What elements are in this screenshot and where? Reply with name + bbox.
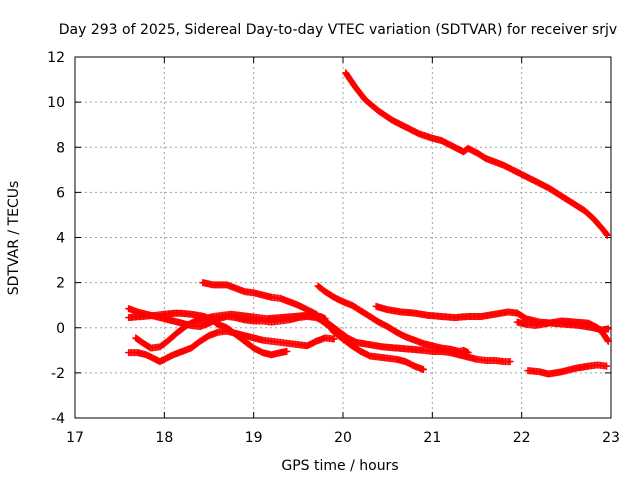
data-point (603, 230, 611, 238)
x-tick-label: 18 (155, 430, 173, 446)
data-point (506, 358, 514, 366)
x-tick-label: 20 (334, 430, 352, 446)
y-tick-label: -4 (51, 411, 65, 427)
x-tick-label: 21 (423, 430, 441, 446)
data-point (419, 365, 427, 373)
data-point (283, 347, 291, 355)
series-arc-g (125, 309, 291, 359)
series-arc-h (125, 327, 338, 366)
y-tick-label: 2 (56, 276, 65, 292)
series-arc-high (342, 69, 611, 239)
y-tick-label: -2 (51, 366, 65, 382)
data-point (464, 349, 472, 357)
y-tick-label: 12 (47, 50, 65, 66)
data-layer (125, 69, 612, 378)
chart-title: Day 293 of 2025, Sidereal Day-to-day VTE… (59, 22, 617, 38)
y-tick-label: 10 (47, 95, 65, 111)
data-point (604, 325, 612, 333)
y-tick-label: 6 (56, 185, 65, 201)
y-axis-label: SDTVAR / TECUs (6, 181, 22, 296)
series-arc-d (513, 317, 612, 345)
data-point (603, 231, 611, 239)
x-tick-label: 17 (66, 430, 84, 446)
grid (75, 57, 611, 418)
y-tick-label: 8 (56, 140, 65, 156)
series-arc-b (314, 282, 472, 357)
axis-ticks: 17 18 19 20 21 22 23 -4 -2 0 2 4 6 8 10 12 (47, 50, 620, 446)
data-point (330, 335, 338, 343)
x-tick-label: 23 (602, 430, 620, 446)
y-tick-label: 4 (56, 231, 65, 247)
series-arc-c (372, 302, 612, 334)
data-point (604, 336, 612, 344)
data-point (321, 315, 329, 323)
data-point (604, 337, 612, 345)
x-tick-label: 22 (513, 430, 531, 446)
series-arc-i (132, 310, 329, 352)
x-tick-label: 19 (245, 430, 263, 446)
data-point (603, 362, 611, 370)
x-axis-label: GPS time / hours (281, 458, 398, 474)
y-tick-label: 0 (56, 321, 65, 337)
series-arc-e (524, 361, 611, 378)
